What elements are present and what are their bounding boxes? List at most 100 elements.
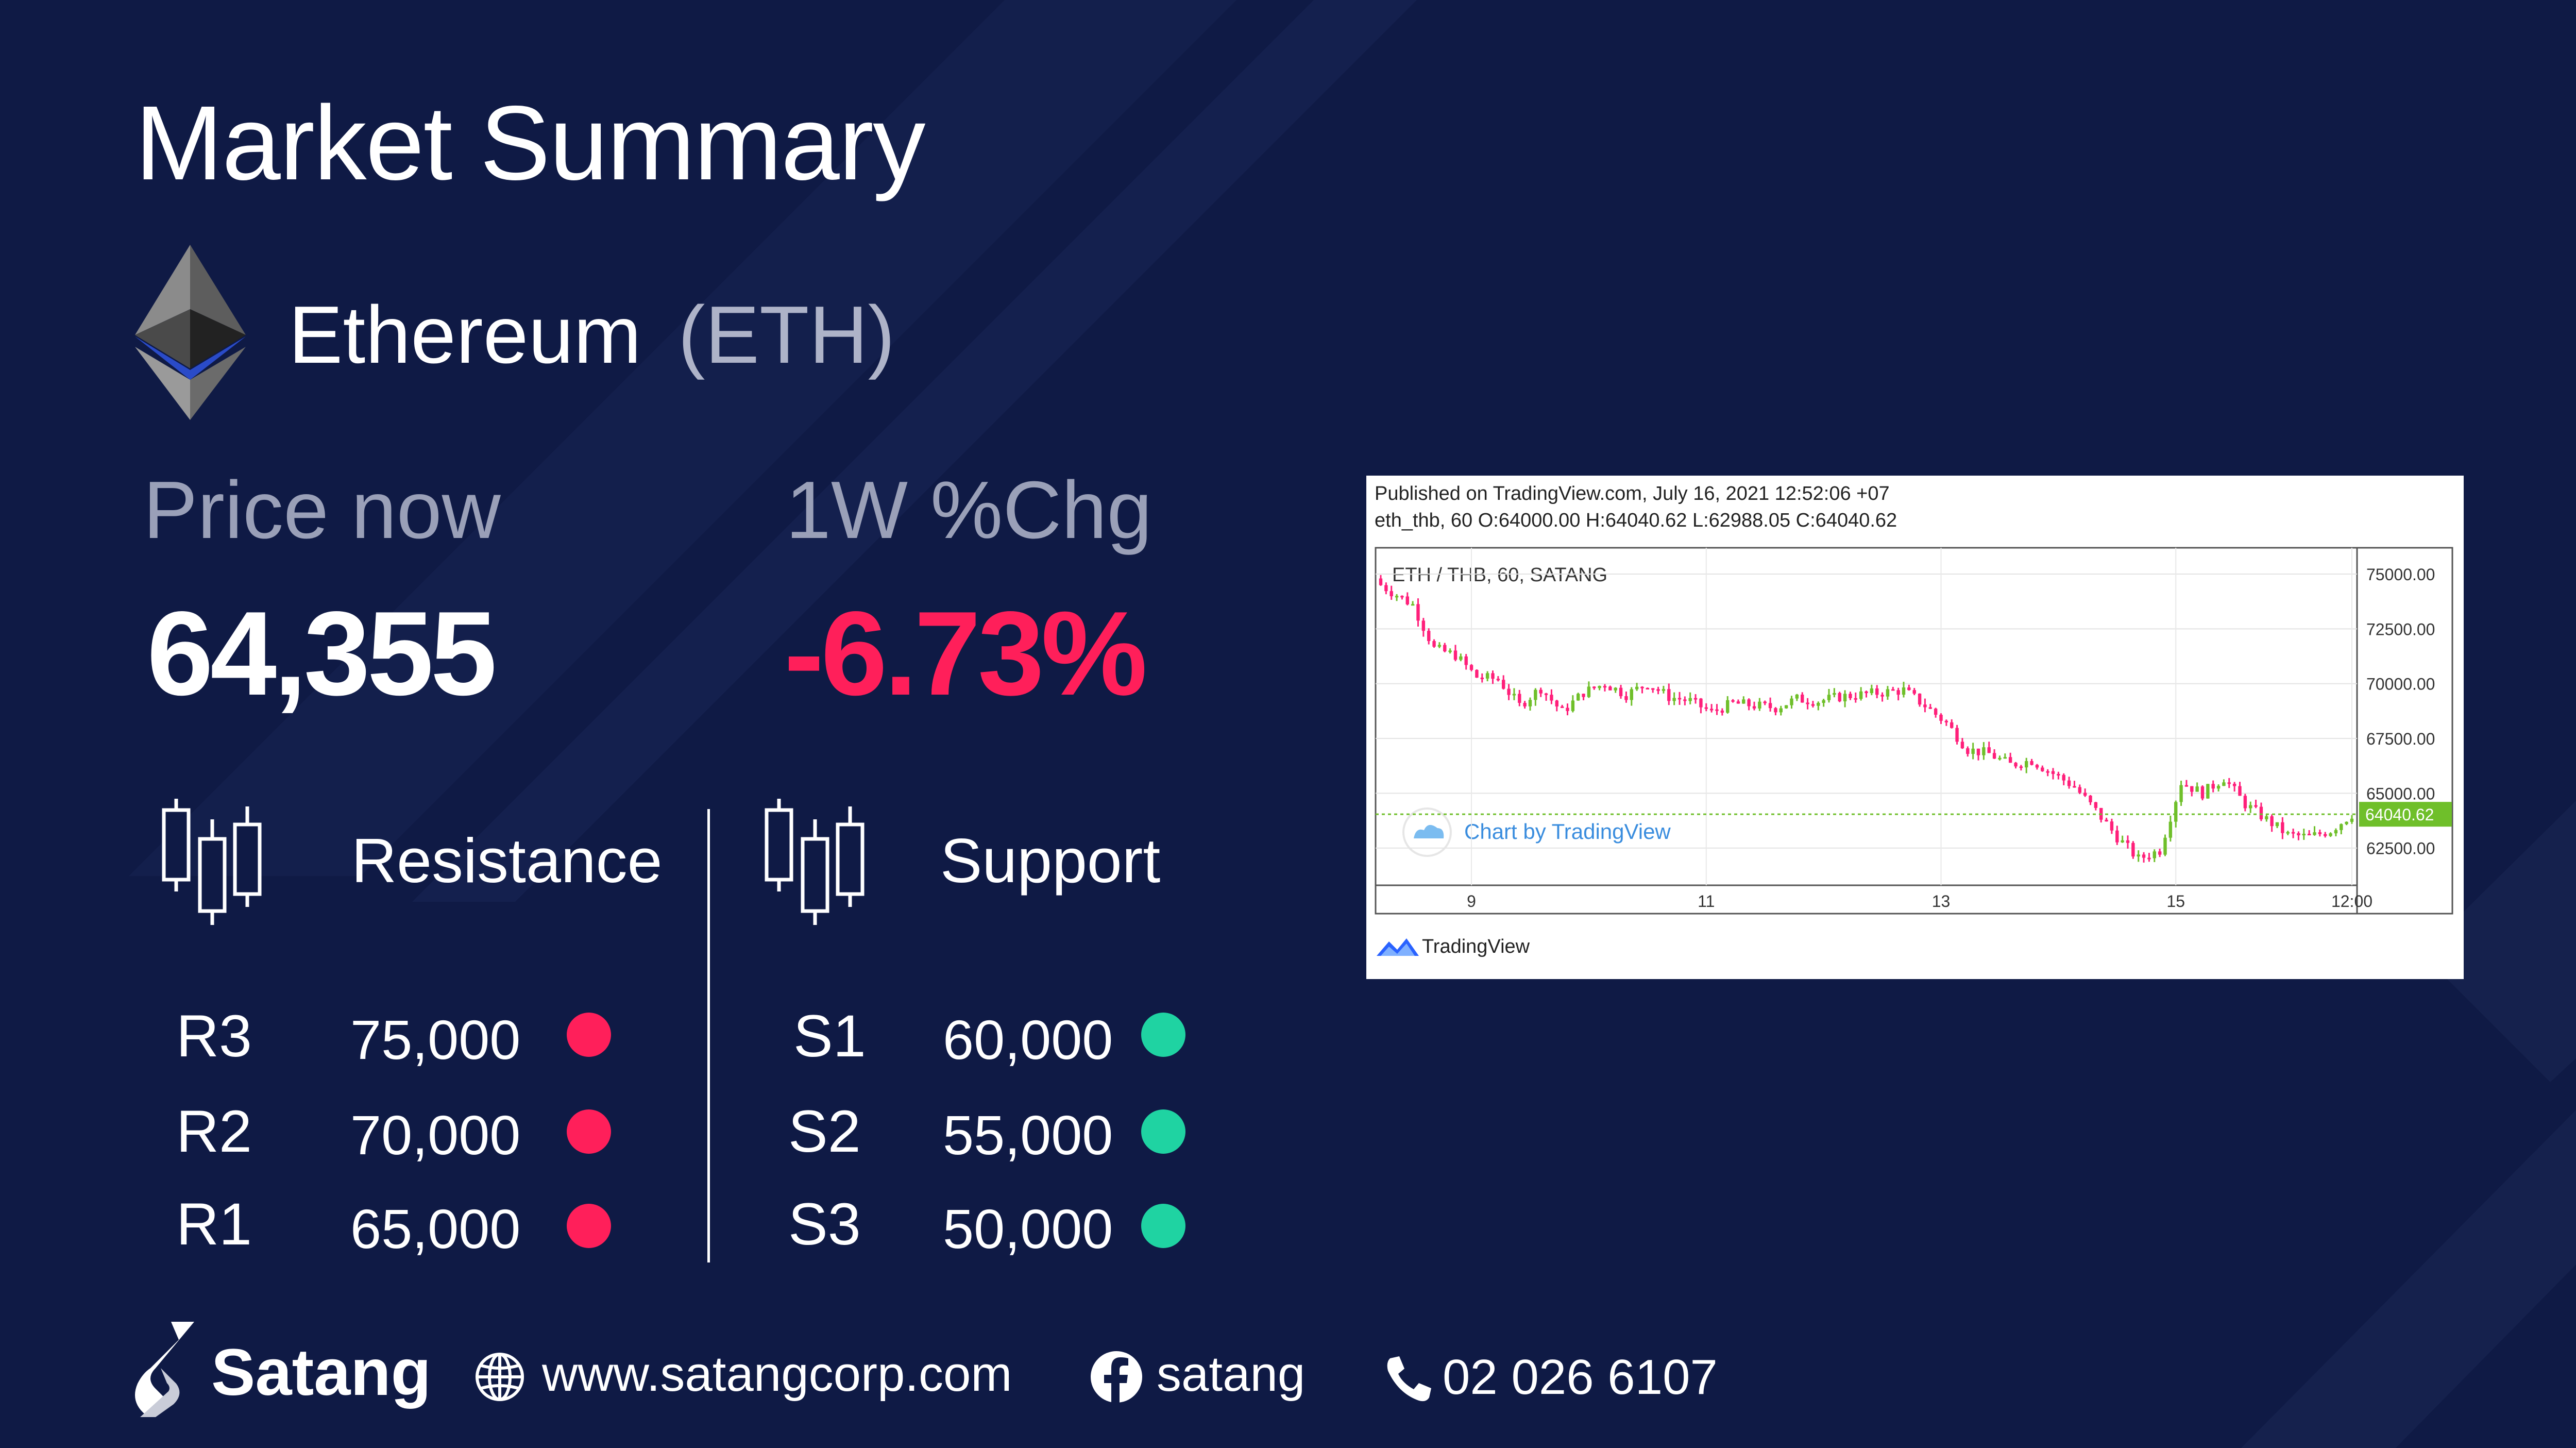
level-value: 55,000 <box>943 1104 1113 1166</box>
phone-icon <box>1387 1356 1431 1402</box>
candle-body <box>1880 695 1884 697</box>
candle-body <box>1619 687 1623 696</box>
chart-title: ETH / THB, 60, SATANG <box>1392 564 1607 586</box>
section-divider <box>707 809 710 1262</box>
level-name: R1 <box>176 1191 252 1257</box>
candle-body <box>1801 694 1804 703</box>
facebook-handle[interactable]: satang <box>1157 1346 1306 1402</box>
candle-body <box>1896 690 1900 695</box>
candle-body <box>1416 604 1420 621</box>
candle-body <box>1838 693 1841 702</box>
candle-body <box>2249 805 2252 809</box>
chart-published-line: Published on TradingView.com, July 16, 2… <box>1375 483 1890 504</box>
level-name: R2 <box>176 1099 252 1165</box>
last-price-label: 64040.62 <box>2365 805 2434 824</box>
candle-body <box>2340 824 2343 830</box>
candle-body <box>1544 693 1548 695</box>
x-tick-label: 9 <box>1467 892 1476 911</box>
candle-body <box>1646 688 1650 690</box>
candle-body <box>2051 771 2055 774</box>
tradingview-watermark: Chart by TradingView <box>1402 807 1671 857</box>
candle-body <box>1475 670 1479 678</box>
candle-body <box>2238 786 2242 796</box>
candle-body <box>2083 793 2087 796</box>
candle-body <box>1715 709 1719 711</box>
candle-body <box>1571 700 1575 711</box>
level-value: 50,000 <box>943 1198 1113 1260</box>
price-label: Price now <box>143 465 501 555</box>
candle-body <box>1555 700 1558 706</box>
x-tick-label: 15 <box>2166 892 2185 911</box>
candle-body <box>2110 821 2114 831</box>
candle-body <box>1817 703 1820 706</box>
candle-body <box>2350 818 2354 822</box>
website-link[interactable]: www.satangcorp.com <box>542 1346 1012 1402</box>
candle-body <box>2275 822 2279 827</box>
brand-name: Satang <box>211 1336 431 1409</box>
candle-body <box>2329 833 2332 836</box>
candle-body <box>1662 689 1666 691</box>
candle-body <box>1635 686 1639 689</box>
candle-body <box>2297 833 2300 835</box>
candle-body <box>2184 785 2189 787</box>
candle-body <box>1976 748 1980 755</box>
candle-body <box>1582 694 1585 697</box>
y-tick-label: 72500.00 <box>2366 620 2435 638</box>
candle-body <box>1421 620 1426 631</box>
candle-body <box>2019 766 2023 768</box>
candle-body <box>2126 840 2130 843</box>
x-tick-label: 11 <box>1698 892 1715 911</box>
page-title: Market Summary <box>135 84 926 202</box>
candle-body <box>1768 703 1772 709</box>
resistance-dot <box>567 1109 611 1154</box>
candle-body <box>1437 645 1442 647</box>
candle-body <box>1667 689 1671 701</box>
candle-body <box>1992 753 1996 759</box>
candle-body <box>2121 840 2124 843</box>
candle-body <box>1907 687 1911 691</box>
chart-ohlc-line: eth_thb, 60 O:64000.00 H:64040.62 L:6298… <box>1375 510 1897 531</box>
level-name: R3 <box>176 1003 252 1069</box>
candle-body <box>1640 686 1644 688</box>
candle-body <box>1566 708 1569 711</box>
candle-body <box>1491 673 1495 679</box>
candle-body <box>2313 832 2316 835</box>
last-price-tag <box>2359 802 2452 827</box>
candle-body <box>1912 690 1916 694</box>
candle-body <box>1971 748 1975 754</box>
candle-body <box>1688 698 1692 701</box>
candle-body <box>2281 822 2284 833</box>
candle-body <box>2307 834 2311 836</box>
candle-body <box>2078 787 2081 793</box>
candle-body <box>1379 578 1383 585</box>
candle-body <box>1960 742 1964 749</box>
candle-body <box>1833 693 1836 695</box>
phone-number[interactable]: 02 026 6107 <box>1443 1350 1718 1405</box>
candle-body <box>1928 707 1932 709</box>
level-value: 75,000 <box>350 1008 521 1071</box>
candle-body <box>1854 698 1857 700</box>
price-value: 64,355 <box>147 587 497 720</box>
y-tick-label: 70000.00 <box>2366 675 2435 694</box>
candle-body <box>1731 700 1735 702</box>
candle-body <box>1939 715 1943 721</box>
candle-body <box>2041 767 2044 771</box>
candle-body <box>1902 687 1906 695</box>
candle-body <box>1539 689 1543 694</box>
candle-body <box>2195 786 2199 792</box>
level-value: 60,000 <box>943 1008 1113 1071</box>
candle-body <box>1811 704 1815 706</box>
candle-body <box>1742 699 1745 704</box>
candlestick-icon <box>162 799 262 925</box>
candle-body <box>1699 698 1703 708</box>
candle-body <box>2222 782 2226 786</box>
candle-body <box>2115 830 2119 843</box>
candle-body <box>1630 689 1633 700</box>
candle-body <box>2035 765 2039 768</box>
candle-body <box>1683 699 1687 701</box>
resistance-dot <box>567 1204 611 1248</box>
candle-body <box>1469 665 1473 670</box>
candle-body <box>2211 784 2215 789</box>
chart-frame <box>1375 547 2453 915</box>
candle-body <box>1677 698 1682 700</box>
